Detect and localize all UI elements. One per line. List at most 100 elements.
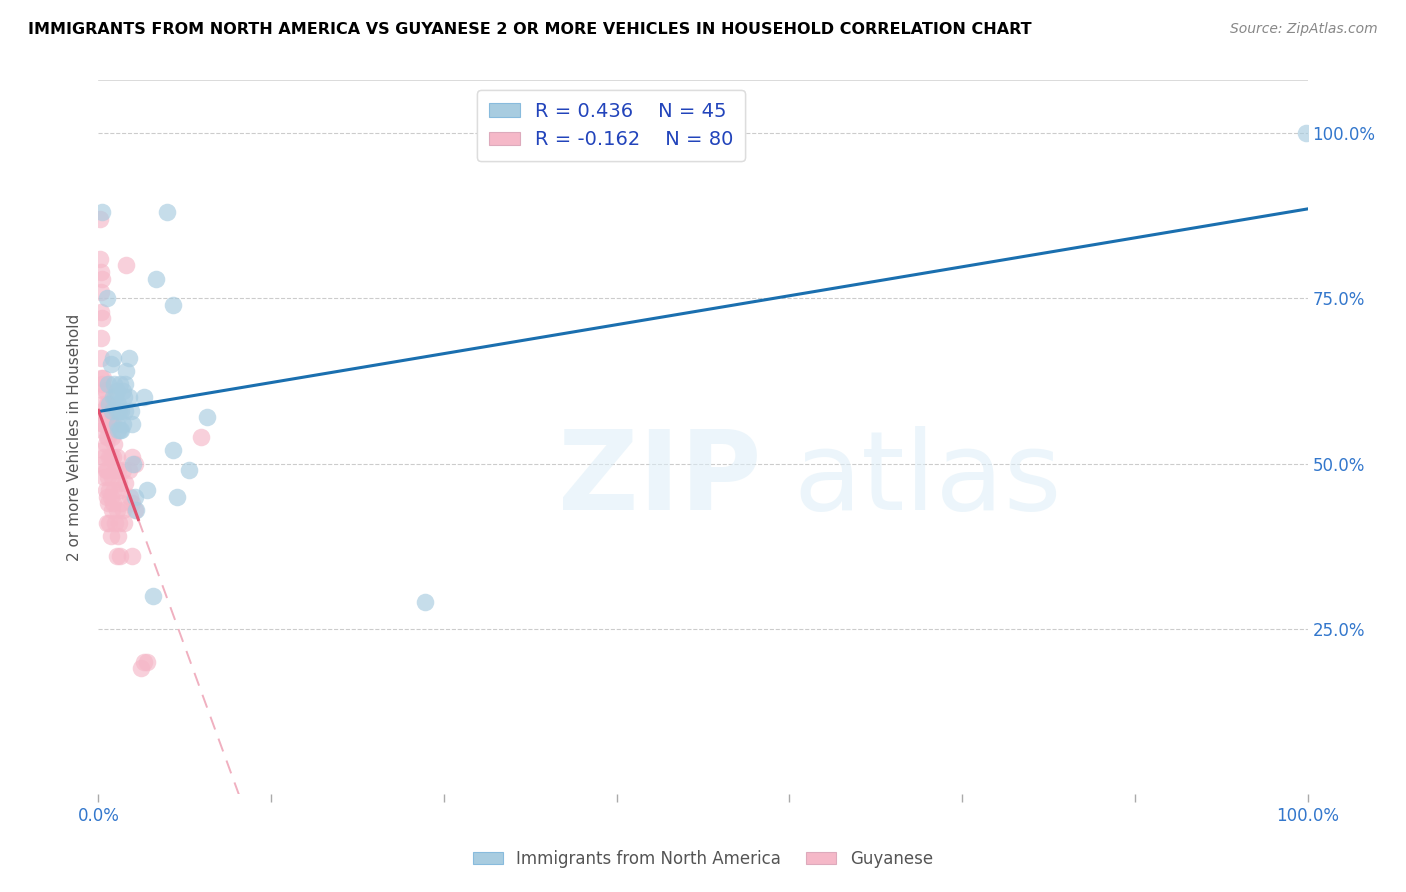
Point <box>118 490 141 504</box>
Point <box>129 661 152 675</box>
Point <box>108 476 131 491</box>
Point <box>104 516 127 530</box>
Point <box>96 516 118 530</box>
Point <box>118 463 141 477</box>
Point <box>166 490 188 504</box>
Point <box>105 417 128 431</box>
Point <box>110 403 132 417</box>
Point <box>93 469 115 483</box>
Point <box>94 410 117 425</box>
Point <box>122 457 145 471</box>
Point <box>100 529 122 543</box>
Point <box>121 496 143 510</box>
Point <box>124 457 146 471</box>
Point <box>413 595 436 609</box>
Point <box>101 417 124 431</box>
Point <box>98 483 121 497</box>
Point <box>100 469 122 483</box>
Point <box>111 417 134 431</box>
Legend: R = 0.436    N = 45, R = -0.162    N = 80: R = 0.436 N = 45, R = -0.162 N = 80 <box>477 90 745 161</box>
Point <box>98 397 121 411</box>
Point <box>103 377 125 392</box>
Point <box>97 397 120 411</box>
Point <box>97 496 120 510</box>
Point <box>156 205 179 219</box>
Point <box>91 417 114 431</box>
Text: Source: ZipAtlas.com: Source: ZipAtlas.com <box>1230 22 1378 37</box>
Point <box>121 450 143 464</box>
Point <box>105 384 128 398</box>
Point <box>108 483 131 497</box>
Point <box>101 391 124 405</box>
Point <box>108 377 131 392</box>
Point <box>90 351 112 365</box>
Point <box>90 370 112 384</box>
Point <box>103 483 125 497</box>
Point <box>114 403 136 417</box>
Point <box>97 469 120 483</box>
Point <box>1295 126 1317 140</box>
Point <box>98 450 121 464</box>
Point <box>100 417 122 431</box>
Point <box>91 271 114 285</box>
Text: IMMIGRANTS FROM NORTH AMERICA VS GUYANESE 2 OR MORE VEHICLES IN HOUSEHOLD CORREL: IMMIGRANTS FROM NORTH AMERICA VS GUYANES… <box>28 22 1032 37</box>
Point <box>118 391 141 405</box>
Point <box>134 655 156 669</box>
Point <box>179 463 201 477</box>
Point <box>108 403 131 417</box>
Point <box>120 403 142 417</box>
Point <box>111 384 134 398</box>
Point <box>104 391 127 405</box>
Point <box>100 358 122 372</box>
Point <box>107 463 129 477</box>
Point <box>145 271 167 285</box>
Point <box>93 417 115 431</box>
Point <box>118 351 141 365</box>
Legend: Immigrants from North America, Guyanese: Immigrants from North America, Guyanese <box>467 844 939 875</box>
Point <box>134 391 156 405</box>
Point <box>98 410 121 425</box>
Point <box>103 436 125 450</box>
Point <box>96 291 118 305</box>
Point <box>115 258 138 272</box>
Point <box>190 430 212 444</box>
Point <box>112 516 135 530</box>
Point <box>100 403 122 417</box>
Point <box>100 502 122 516</box>
Point <box>162 298 184 312</box>
Point <box>90 304 112 318</box>
Point <box>94 483 117 497</box>
Point <box>98 516 121 530</box>
Point <box>108 516 131 530</box>
Point <box>90 285 112 299</box>
Point <box>104 463 127 477</box>
Point <box>121 549 143 563</box>
Point <box>91 205 114 219</box>
Point <box>97 377 120 392</box>
Point <box>94 463 117 477</box>
Point <box>114 476 136 491</box>
Point <box>108 424 131 438</box>
Point <box>96 397 118 411</box>
Point <box>111 463 134 477</box>
Point <box>112 391 135 405</box>
Point <box>125 502 148 516</box>
Point <box>93 450 115 464</box>
Point <box>90 331 112 345</box>
Y-axis label: 2 or more Vehicles in Household: 2 or more Vehicles in Household <box>67 313 83 561</box>
Point <box>91 424 114 438</box>
Point <box>101 351 124 365</box>
Point <box>89 252 111 266</box>
Point <box>162 443 184 458</box>
Point <box>91 457 114 471</box>
Point <box>105 502 128 516</box>
Point <box>100 430 122 444</box>
Point <box>91 311 114 326</box>
Point <box>91 403 114 417</box>
Point <box>142 589 165 603</box>
Point <box>110 424 132 438</box>
Text: atlas: atlas <box>793 426 1062 533</box>
Point <box>124 502 146 516</box>
Point <box>124 490 146 504</box>
Point <box>91 377 114 392</box>
